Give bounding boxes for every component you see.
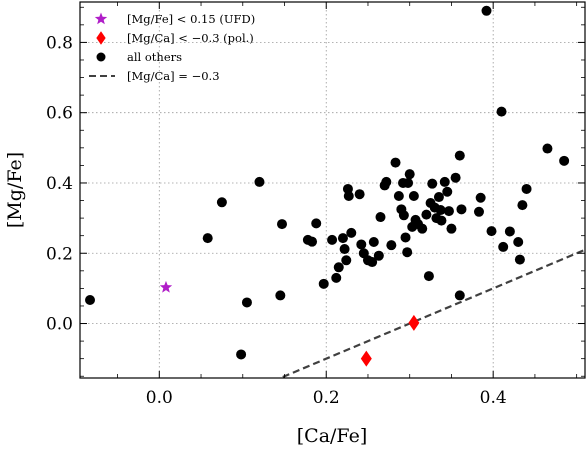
data-point: [343, 190, 354, 201]
data-point: [559, 155, 570, 166]
data-point: [403, 177, 414, 188]
data-point: [427, 178, 438, 189]
legend-circle-icon: [96, 52, 106, 62]
data-point: [475, 192, 486, 203]
legend-diamond-icon: [96, 31, 106, 45]
data-point: [454, 290, 465, 301]
data-point: [216, 197, 227, 208]
data-point: [398, 210, 409, 221]
ufd-star-point: [159, 280, 173, 293]
legend-star-icon: [94, 12, 108, 25]
data-point: [436, 215, 447, 226]
pol-diamond-point: [408, 314, 420, 331]
data-point: [439, 176, 450, 187]
legend-label: [Mg/Ca] = −0.3: [127, 69, 220, 83]
legend-label: [Mg/Ca] < −0.3 (pol.): [127, 31, 254, 45]
data-point: [443, 206, 454, 217]
data-point: [517, 200, 528, 211]
data-point: [400, 232, 411, 243]
data-point: [402, 247, 413, 258]
data-point: [85, 294, 96, 305]
data-point: [408, 190, 419, 201]
y-tick-label: 0.6: [46, 104, 73, 124]
data-point: [337, 233, 348, 244]
data-point: [333, 262, 344, 273]
y-tick-label: 0.2: [46, 244, 73, 264]
data-point: [367, 257, 378, 268]
data-point: [373, 250, 384, 261]
x-tick-label: 0.4: [480, 388, 507, 408]
data-point: [450, 172, 461, 183]
data-point: [275, 290, 286, 301]
data-point: [354, 189, 365, 200]
data-point: [473, 206, 484, 217]
data-point: [481, 5, 492, 16]
data-point: [435, 205, 446, 216]
data-point: [386, 240, 397, 251]
data-point: [368, 237, 379, 248]
data-point: [390, 157, 401, 168]
data-point: [446, 223, 457, 234]
data-point: [375, 212, 386, 223]
data-point: [202, 233, 213, 244]
data-point: [277, 219, 287, 230]
axis-ticks: 0.0 0.2 0.4 0.0 0.2 0.4 0.6 0.8: [46, 2, 585, 408]
data-point: [454, 150, 465, 161]
data-point: [504, 226, 515, 237]
legend: [Mg/Fe] < 0.15 (UFD) [Mg/Ca] < −0.3 (pol.…: [89, 12, 255, 83]
data-point: [513, 237, 524, 248]
data-point: [456, 204, 467, 215]
x-axis-label: [Ca/Fe]: [297, 425, 367, 447]
x-tick-label: 0.2: [313, 388, 340, 408]
data-point: [307, 236, 318, 247]
data-point: [514, 254, 525, 265]
data-point: [318, 278, 329, 289]
data-point: [356, 239, 367, 250]
data-layer: [85, 5, 585, 378]
data-point: [254, 176, 265, 187]
data-point: [404, 169, 415, 180]
data-point: [496, 106, 507, 117]
x-tick-label: 0.0: [146, 388, 173, 408]
data-point: [241, 297, 252, 308]
legend-label: [Mg/Fe] < 0.15 (UFD): [127, 12, 255, 26]
data-point: [521, 183, 532, 194]
data-point: [421, 209, 432, 220]
reference-line: [277, 248, 585, 378]
data-point: [542, 143, 553, 154]
data-point: [311, 218, 322, 229]
data-point: [327, 234, 338, 245]
data-point: [417, 223, 428, 234]
data-point: [393, 190, 404, 201]
data-point: [331, 272, 342, 283]
data-point: [236, 349, 247, 360]
legend-label: all others: [127, 50, 182, 64]
pol-diamond-point: [360, 350, 372, 367]
data-point: [339, 244, 350, 255]
data-point: [442, 186, 453, 197]
grid-lines: [80, 2, 585, 378]
y-tick-label: 0.8: [46, 33, 73, 53]
y-axis-label: [Mg/Fe]: [4, 152, 26, 228]
data-point: [433, 192, 444, 203]
y-tick-label: 0.0: [46, 315, 73, 335]
data-point: [486, 226, 497, 237]
data-point: [423, 271, 434, 282]
data-point: [498, 241, 509, 252]
y-tick-label: 0.4: [46, 174, 73, 194]
data-point: [346, 227, 357, 238]
data-point: [381, 176, 392, 187]
data-point: [341, 255, 352, 266]
plot-frame: [79, 1, 586, 379]
